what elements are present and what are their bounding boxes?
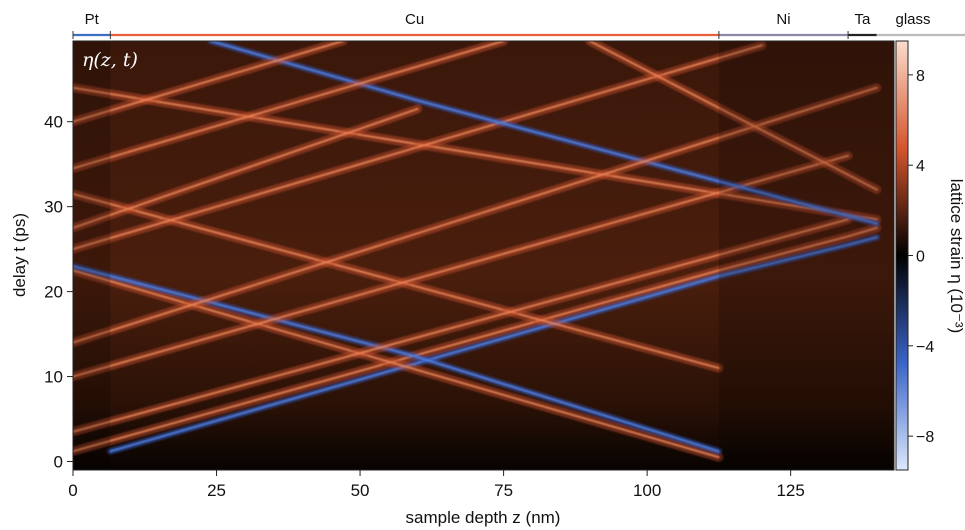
x-tick-label: 125 [776,481,804,500]
colorbar-gradient [895,40,909,471]
layer-shade-glass [876,41,894,470]
x-tick-label: 50 [351,481,370,500]
panel-label: η(z, t) [82,49,138,71]
y-axis: 0 10 20 30 40 [44,113,73,472]
strain-front-14 [588,41,878,191]
layer-label-ta: Ta [855,11,872,28]
plot-frame [72,40,895,471]
colorbar-tick-label: −4 [916,339,934,356]
strain-front-12 [73,86,878,344]
y-tick-label: 10 [44,368,63,387]
strain-front-10 [73,41,344,123]
colorbar-tick-label: 4 [916,158,925,175]
strain-front-7 [73,154,850,378]
strain-front-5 [73,86,878,221]
strain-front-1 [109,235,879,453]
layer-shade-pt [73,41,111,470]
layer-label-pt: Pt [85,11,100,28]
x-axis: 0 25 50 75 100 125 [68,470,805,500]
layer-label-cu: Cu [405,11,424,28]
strain-front-13 [73,107,419,229]
strain-front-3 [73,264,721,453]
y-tick-label: 20 [44,283,63,302]
x-tick-label: 0 [68,481,77,500]
x-axis-label: sample depth z (nm) [406,508,561,527]
colorbar: 8 4 0 −4 −8 lattice strain η (10⁻³) [895,40,965,471]
layer-shade-ta [848,41,877,470]
colorbar-label: lattice strain η (10⁻³) [947,179,965,333]
layer-label-glass: glass [895,11,930,28]
x-tick-label: 100 [633,481,661,500]
x-tick-label: 75 [494,481,513,500]
layer-bar: Pt Cu Ni Ta glass [72,11,965,39]
strain-front-8 [73,44,763,251]
colorbar-tick-label: 0 [916,249,925,266]
strain-front-2 [73,269,720,459]
colorbar-tick-label: 8 [916,68,925,85]
y-axis-label: delay t (ps) [10,213,29,297]
y-tick-label: 0 [54,453,63,472]
layer-shade-ni [718,41,849,470]
strain-front-6 [73,218,850,433]
layer-label-ni: Ni [776,11,790,28]
y-tick-label: 40 [44,113,63,132]
x-tick-label: 25 [207,481,226,500]
heatmap-plot: η(z, t) [72,40,895,471]
colorbar-tick-label: −8 [916,429,934,446]
strain-front-11 [73,41,505,170]
y-tick-label: 30 [44,198,63,217]
